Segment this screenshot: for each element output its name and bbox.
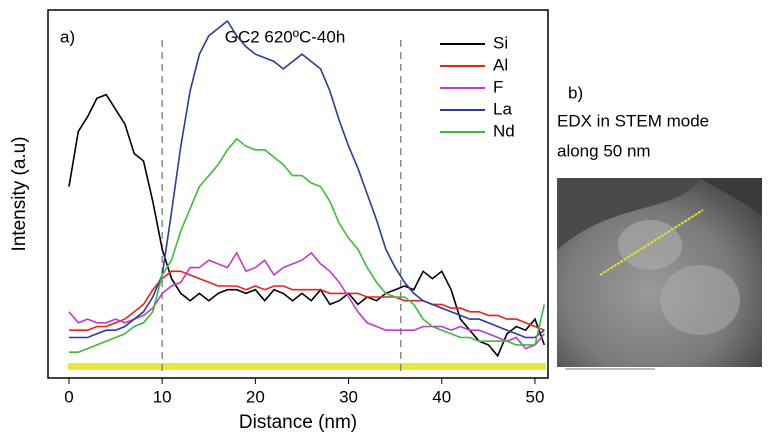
x-tick-label: 20: [246, 387, 265, 406]
legend-label: Si: [493, 33, 508, 52]
x-tick-label: 40: [432, 387, 451, 406]
legend-label: F: [493, 77, 503, 96]
series-line: [69, 137, 546, 354]
side-label: b): [568, 83, 583, 102]
y-axis-title: Intensity (a.u): [9, 136, 30, 251]
stem-dark-region: [700, 178, 762, 215]
series-line: [68, 251, 545, 350]
stem-particle: [660, 265, 740, 335]
scan-bar: [68, 363, 546, 370]
stem-particle: [618, 220, 682, 270]
legend-label: Al: [493, 55, 508, 74]
scan-line: [599, 209, 704, 276]
chart-title: GC2 620ºC-40h: [225, 27, 346, 46]
x-tick-label: 50: [525, 387, 544, 406]
x-axis-title: Distance (nm): [239, 412, 357, 433]
series-line: [68, 93, 546, 358]
series-line: [69, 270, 545, 332]
side-text: along 50 nm: [557, 141, 651, 160]
x-tick-label: 0: [64, 387, 73, 406]
side-text: EDX in STEM mode: [557, 111, 709, 130]
x-tick-label: 10: [153, 387, 172, 406]
plot-frame: [47, 9, 549, 379]
side-panel: b) EDX in STEM mode along 50 nm: [557, 83, 762, 370]
series-line: [69, 19, 545, 339]
stem-dark-region: [557, 178, 700, 250]
legend-label: Nd: [493, 121, 515, 140]
x-tick-label: 30: [339, 387, 358, 406]
panel-label: a): [60, 27, 75, 46]
legend-label: La: [493, 99, 512, 118]
